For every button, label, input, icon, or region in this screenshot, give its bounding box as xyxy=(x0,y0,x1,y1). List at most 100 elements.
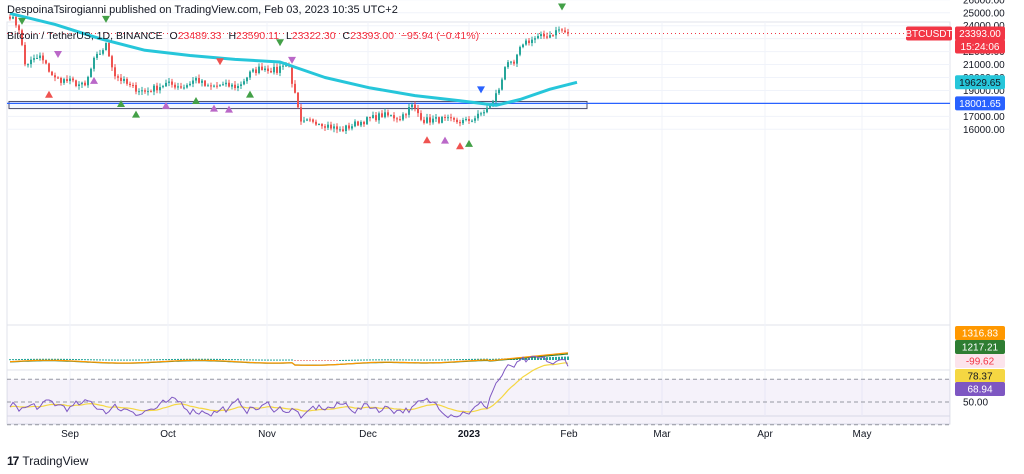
low-value: 23322.30 xyxy=(291,30,336,42)
macd-histogram-bar xyxy=(360,359,362,361)
candle-body xyxy=(69,78,71,82)
candle-body xyxy=(429,117,431,123)
candle-body xyxy=(468,118,470,121)
macd-histogram-bar xyxy=(564,356,566,360)
footer-brand: 17 TradingView xyxy=(7,454,88,468)
macd-histogram-bar xyxy=(198,358,200,360)
macd-histogram-bar xyxy=(483,358,485,360)
macd-histogram-bar xyxy=(138,359,140,361)
macd-histogram-bar xyxy=(468,358,470,360)
candle-body xyxy=(483,112,485,114)
time-tick-label: Sep xyxy=(61,429,79,440)
macd-histogram-bar xyxy=(192,358,194,360)
macd-histogram-bar xyxy=(87,359,89,361)
macd-histogram-bar xyxy=(339,359,341,361)
candle-body xyxy=(447,117,449,119)
macd-histogram-bar xyxy=(423,359,425,361)
macd-histogram-bar xyxy=(375,359,377,361)
candle-body xyxy=(438,117,440,123)
macd-histogram-bar xyxy=(369,359,371,361)
candle-body xyxy=(234,84,236,89)
signal-marker xyxy=(54,50,62,58)
candle-body xyxy=(363,121,365,125)
candle-body xyxy=(522,44,524,48)
macd-histogram-bar xyxy=(333,360,335,361)
macd-histogram-bar xyxy=(549,357,551,360)
macd-histogram-bar xyxy=(204,358,206,360)
macd-histogram-bar xyxy=(228,359,230,361)
macd-histogram-bar xyxy=(348,359,350,361)
macd-histogram-bar xyxy=(30,358,32,360)
macd-histogram-bar xyxy=(102,359,104,361)
tradingview-logo-icon: 17 xyxy=(7,454,19,468)
candle-body xyxy=(201,80,203,83)
countdown-tag-bg xyxy=(955,39,1005,54)
candle-body xyxy=(510,61,512,63)
macd-histogram-bar xyxy=(474,358,476,360)
macd-histogram-bar xyxy=(54,358,56,360)
macd-histogram-bar xyxy=(72,358,74,360)
candle-body xyxy=(195,78,197,81)
time-tick-label: May xyxy=(853,429,872,440)
candle-body xyxy=(306,119,308,121)
candle-body xyxy=(393,115,395,119)
time-tick-label: Dec xyxy=(359,429,377,440)
macd-histogram-bar xyxy=(159,359,161,361)
macd-histogram-bar xyxy=(345,359,347,361)
candle-body xyxy=(9,16,11,19)
macd-histogram-bar xyxy=(480,358,482,360)
candle-body xyxy=(489,104,491,108)
candle-body xyxy=(321,124,323,127)
macd-histogram-bar xyxy=(144,359,146,361)
macd-histogram-bar xyxy=(381,359,383,361)
candle-body xyxy=(297,92,299,108)
candle-body xyxy=(372,115,374,119)
candle-body xyxy=(162,86,164,88)
candle-body xyxy=(486,107,488,113)
candle-body xyxy=(399,119,401,121)
candle-body xyxy=(153,85,155,92)
signal-marker xyxy=(162,101,170,109)
macd-histogram-bar xyxy=(306,360,308,361)
candle-body xyxy=(240,84,242,86)
macd-histogram-bar xyxy=(24,358,26,360)
candle-body xyxy=(459,122,461,124)
macd-histogram-bar xyxy=(108,359,110,361)
candle-body xyxy=(480,113,482,115)
candle-body xyxy=(312,119,314,122)
macd-histogram-bar xyxy=(315,360,317,361)
signal-marker xyxy=(102,15,110,23)
rsi-value-tag-bg xyxy=(955,369,1005,383)
macd-histogram-bar xyxy=(492,358,494,360)
candle-body xyxy=(24,44,26,65)
signal-marker xyxy=(18,17,26,25)
candle-body xyxy=(27,64,29,66)
candle-body xyxy=(123,78,125,81)
macd-histogram-bar xyxy=(378,359,380,361)
macd-histogram-bar xyxy=(21,358,23,360)
candle-body xyxy=(495,93,497,102)
macd-histogram-bar xyxy=(177,358,179,360)
macd-histogram-bar xyxy=(294,360,296,361)
candle-body xyxy=(108,42,110,57)
candle-body xyxy=(543,34,545,37)
candle-body xyxy=(99,53,101,55)
candle-body xyxy=(207,85,209,87)
macd-histogram-bar xyxy=(321,360,323,361)
candle-body xyxy=(291,66,293,84)
candle-body xyxy=(441,117,443,123)
candle-body xyxy=(360,121,362,126)
candle-body xyxy=(51,71,53,76)
candle-body xyxy=(330,124,332,129)
signal-marker xyxy=(45,90,53,98)
open-label: O xyxy=(169,30,178,42)
candle-body xyxy=(114,67,116,77)
candle-body xyxy=(528,40,530,44)
macd-histogram-bar xyxy=(210,358,212,360)
candle-body xyxy=(228,82,230,87)
signal-marker xyxy=(90,76,98,84)
candle-body xyxy=(129,83,131,86)
candle-body xyxy=(18,25,20,31)
macd-histogram-bar xyxy=(249,359,251,361)
